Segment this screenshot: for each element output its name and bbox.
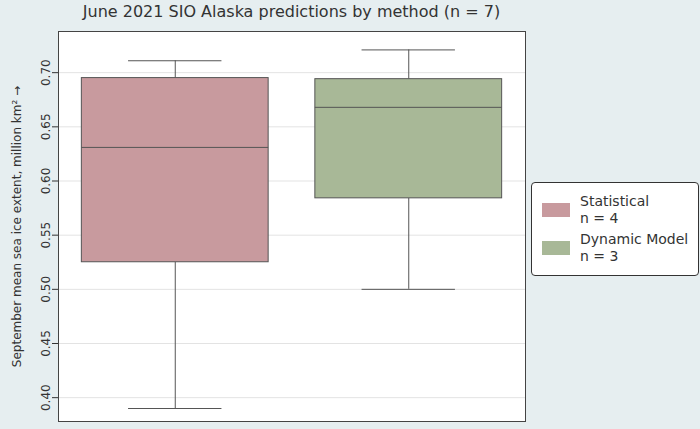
svg-text:0.45: 0.45 — [39, 330, 53, 357]
html-text:Dynamic Model: Dynamic Model — [580, 231, 689, 247]
svg-text:September mean sea ice extent,: September mean sea ice extent, million k… — [10, 86, 24, 367]
svg-text:0.60: 0.60 — [39, 168, 53, 195]
svg-text:0.70: 0.70 — [39, 59, 53, 86]
html-text:n = 4: n = 4 — [580, 210, 619, 226]
html-text:June 2021 SIO Alaska predictio: June 2021 SIO Alaska predictions by meth… — [82, 2, 501, 21]
svg-text:0.65: 0.65 — [39, 113, 53, 140]
html-text:n = 3: n = 3 — [580, 248, 619, 264]
svg-text:0.50: 0.50 — [39, 276, 53, 303]
svg-text:0.40: 0.40 — [39, 384, 53, 411]
html-text:Statistical: Statistical — [580, 193, 650, 209]
svg-text:0.55: 0.55 — [39, 222, 53, 249]
